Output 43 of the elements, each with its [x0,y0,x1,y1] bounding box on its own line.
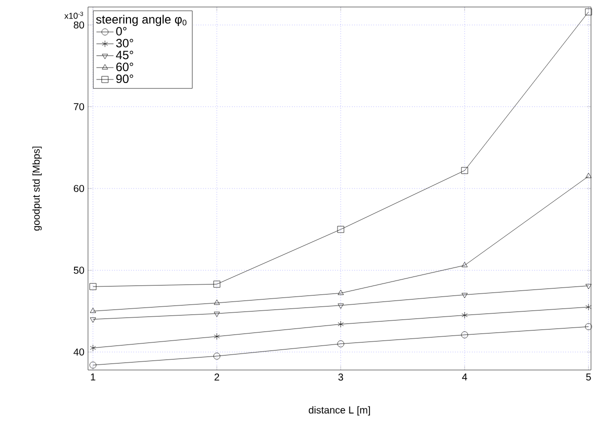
y-tick-label: 60 [74,184,84,192]
y-axis-title: goodput std [Mbps] [32,146,42,231]
point [586,304,592,310]
y-tick-label: 50 [74,266,84,274]
point [462,312,468,319]
point [90,308,96,313]
x-tick-label: 2 [214,374,220,381]
point [90,318,96,323]
point [462,262,468,268]
point [461,331,468,338]
x-axis-title: distance L [m] [308,406,370,416]
point [214,312,220,317]
x-tick-label: 1 [90,374,96,380]
point [585,323,592,330]
point [461,167,468,174]
point [586,284,592,290]
point [337,226,344,233]
x-tick-label: 3 [338,374,344,381]
y-tick-label: 70 [74,103,84,110]
point [338,304,344,309]
y-tick-label: 40 [74,348,84,356]
point [90,283,96,290]
point [462,292,468,298]
legend-label: 0° [116,27,126,36]
point [338,290,344,295]
x-tick-label: 4 [462,374,468,380]
legend-label: 90° [116,74,134,84]
point [214,300,220,305]
y-tick-label: 80 [74,21,84,29]
legend-label: 45° [116,50,134,60]
point [337,340,344,348]
point [585,8,592,16]
text: x10$^{-3}$ [64,12,84,19]
legend-label: 60° [116,62,134,72]
legend-title: steering angle φ$_{0}$ [96,14,186,26]
point [213,280,220,288]
point [90,362,96,368]
x-tick-label: 5 [586,374,591,381]
point [214,333,220,340]
point [90,344,96,352]
point [586,172,592,178]
point [213,352,220,360]
legend-label: 30° [116,38,134,48]
